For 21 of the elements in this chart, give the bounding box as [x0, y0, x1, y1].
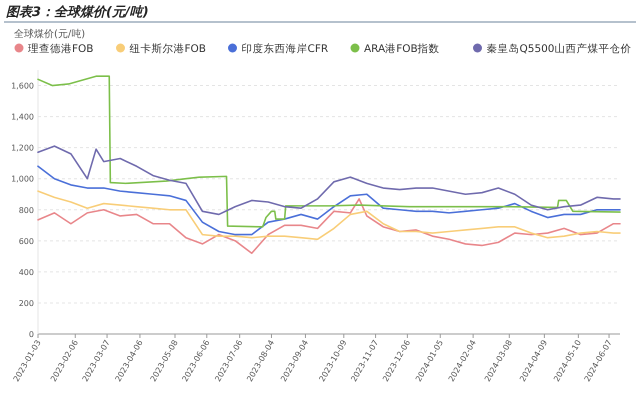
- line-series: [37, 75, 621, 228]
- y-tick-label: 1,400: [11, 112, 34, 122]
- line-series: [37, 190, 621, 240]
- y-axis-title: 全球煤价(元/吨): [14, 28, 86, 40]
- legend-label: 印度东西海岸CFR: [242, 42, 328, 55]
- y-tick-label: 600: [18, 236, 34, 246]
- y-tick-label: 1,200: [11, 144, 34, 153]
- y-tick-label: 1,600: [11, 82, 34, 91]
- y-tick-label: 800: [18, 206, 34, 215]
- line-series: [37, 198, 621, 254]
- y-tick-label: 0: [28, 330, 34, 339]
- legend-label: 秦皇岛Q5500山西产煤平仓价: [486, 42, 632, 55]
- legend-label: 纽卡斯尔港FOB: [130, 42, 206, 55]
- legend-label: ARA港FOB指数: [364, 42, 440, 55]
- y-tick-label: 1,000: [11, 174, 34, 184]
- y-tick-label: 200: [18, 298, 34, 308]
- line-series: [37, 145, 621, 216]
- y-tick-label: 400: [18, 268, 34, 277]
- chart-title: 图表3：全球煤价(元/吨): [6, 4, 149, 20]
- line-series: [37, 165, 621, 236]
- legend-label: 理查德港FOB: [28, 42, 94, 55]
